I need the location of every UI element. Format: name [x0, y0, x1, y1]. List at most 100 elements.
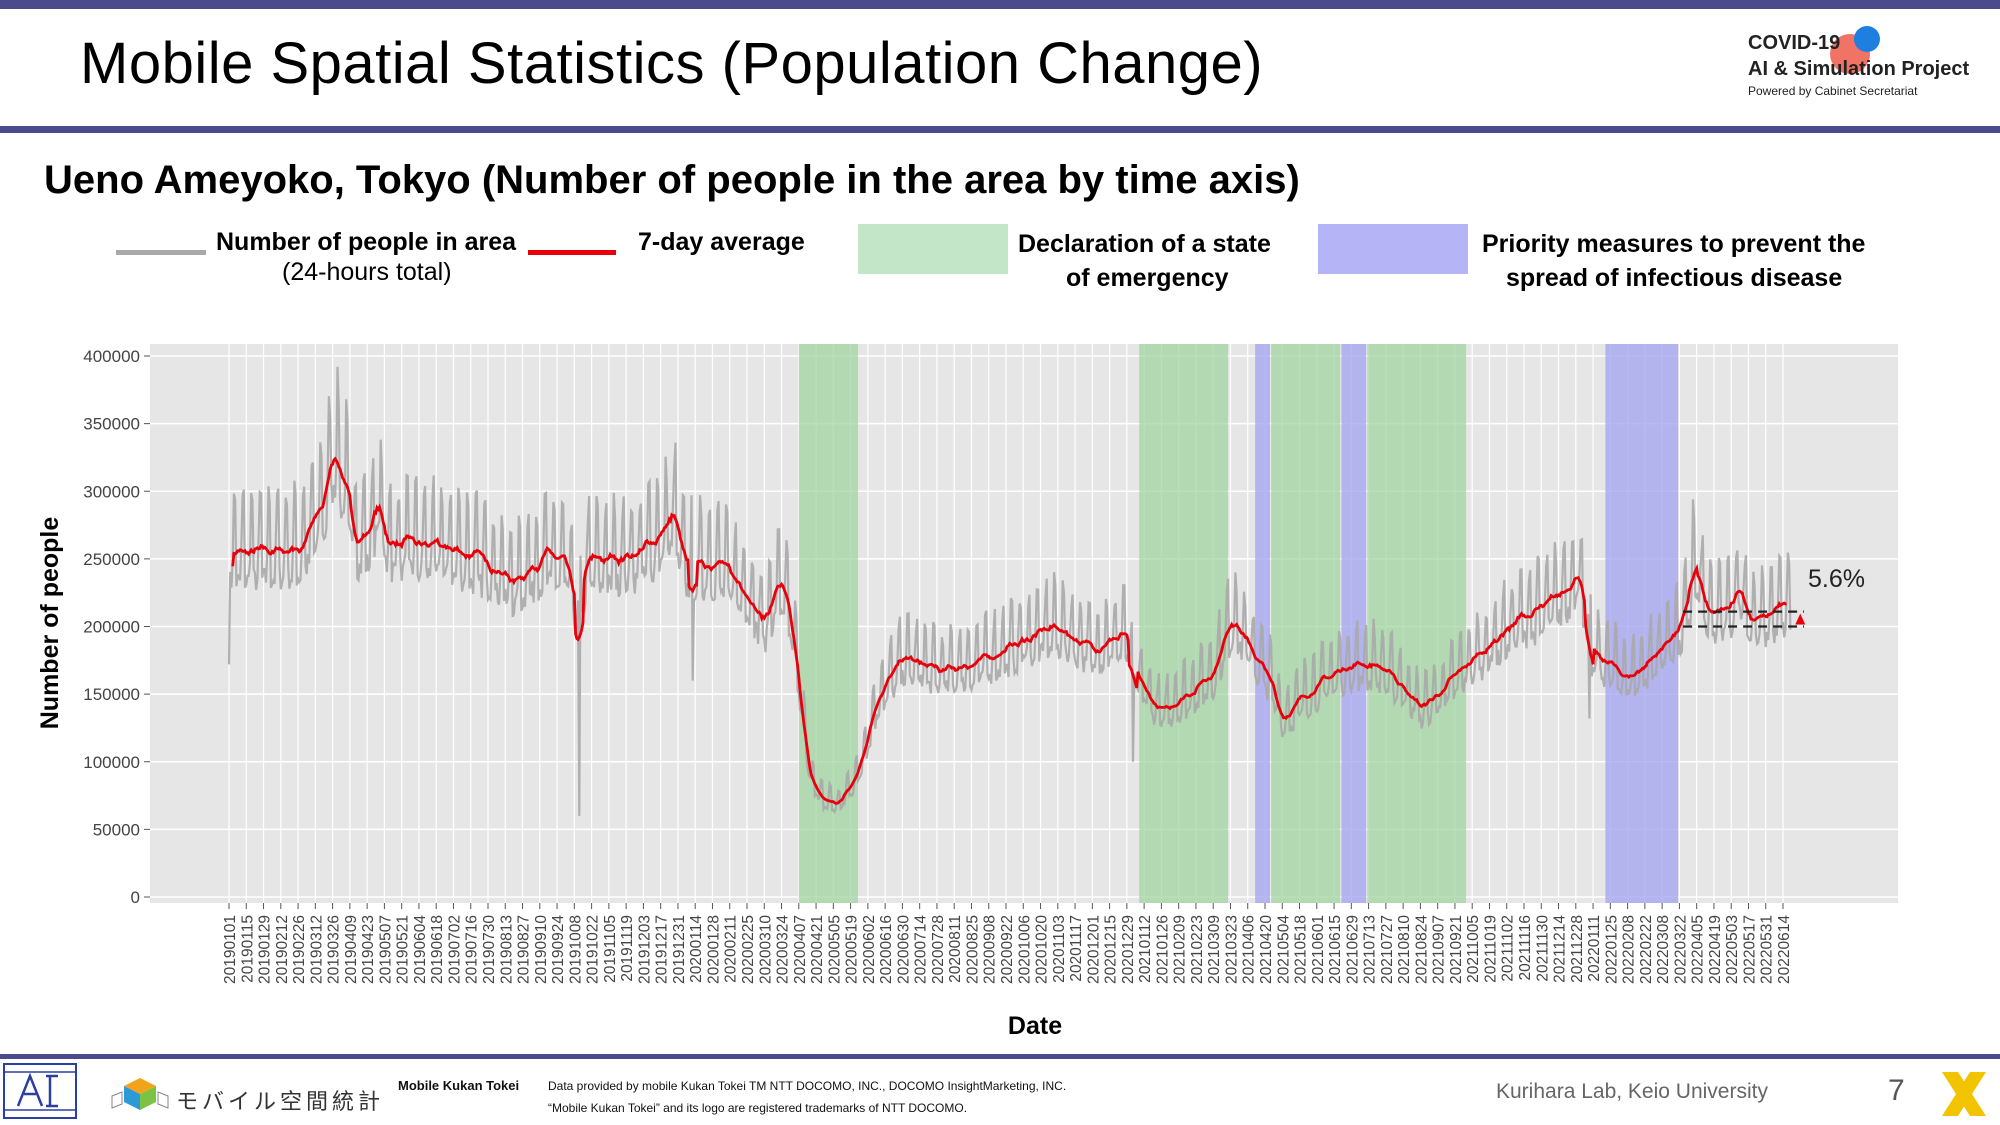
x-tick-label: 20190521 [395, 915, 412, 984]
x-tick-label: 20210921 [1448, 915, 1465, 984]
raw-count-series-line [227, 366, 1792, 816]
y-tick-label: 250000 [83, 550, 140, 569]
x-tick-label: 20210713 [1362, 915, 1379, 984]
x-tick-label: 20190604 [412, 915, 429, 984]
x-tick-label: 20190910 [533, 915, 550, 984]
x-tick-label: 20220614 [1776, 915, 1793, 984]
x-tick-label: 20201103 [1051, 915, 1068, 983]
x-tick-label: 20220517 [1741, 915, 1758, 984]
x-tick-label: 20200505 [826, 915, 843, 984]
legend-emergency-label-2: of emergency [1066, 264, 1229, 292]
x-tick-label: 20191105 [602, 915, 619, 983]
footer-credit-1: Data provided by mobile Kukan Tokei TM N… [548, 1079, 1067, 1093]
x-tick-label: 20190409 [343, 915, 360, 984]
legend-priority-label-1: Priority measures to prevent the [1482, 230, 1866, 258]
logo-line1: COVID-19 [1748, 32, 1841, 54]
x-tick-label: 20191119 [619, 915, 636, 982]
footer-credit-2: “Mobile Kukan Tokei” and its logo are re… [548, 1101, 968, 1115]
x-tick-label: 20201006 [1016, 915, 1033, 984]
x-tick-label: 20210309 [1206, 915, 1223, 984]
legend-avg-label: 7-day average [638, 228, 805, 256]
x-tick-label: 20201215 [1103, 915, 1120, 984]
x-tick-label: 20200825 [964, 915, 981, 984]
x-tick-label: 20201117 [1068, 915, 1085, 982]
x-tick-label: 20191217 [654, 915, 671, 984]
x-tick-label: 20190101 [222, 915, 239, 984]
x-tick-label: 20211116 [1517, 915, 1534, 981]
logo-blue-circle-icon [1854, 26, 1880, 52]
x-tick-label: 20200310 [757, 915, 774, 984]
x-tick-label: 20220111 [1586, 915, 1603, 982]
priority-measures-band [1341, 344, 1367, 903]
y-axis-label: Number of people [36, 517, 64, 730]
x-tick-label: 20200602 [861, 915, 878, 984]
legend-priority-swatch [1318, 224, 1468, 274]
x-tick-label: 20190507 [377, 915, 394, 984]
y-tick-label: 350000 [83, 415, 140, 434]
x-tick-label: 20210629 [1344, 915, 1361, 984]
legend-emergency-label-1: Declaration of a state [1018, 230, 1271, 258]
x-tick-label: 20200225 [740, 915, 757, 984]
x-tick-label: 20211228 [1569, 915, 1586, 983]
x-tick-label: 20210615 [1327, 915, 1344, 984]
x-tick-label: 20190730 [481, 915, 498, 984]
x-tick-label: 20210420 [1258, 915, 1275, 984]
x-tick-label: 20200714 [913, 915, 930, 984]
x-tick-label: 20190618 [429, 915, 446, 984]
y-tick-label: 200000 [83, 618, 140, 637]
y-tick-label: 50000 [93, 820, 140, 839]
x-tick-label: 20210518 [1293, 915, 1310, 984]
change-percent-annotation: 5.6% [1808, 565, 1865, 593]
x-tick-label: 20200407 [792, 915, 809, 984]
x-tick-label: 20220308 [1655, 915, 1672, 984]
x-tick-label: 20220419 [1707, 915, 1724, 984]
x-tick-label: 20190813 [498, 915, 515, 984]
x-tick-label: 20200616 [878, 915, 895, 984]
x-tick-label: 20200630 [895, 915, 912, 984]
x-tick-label: 20210126 [1154, 915, 1171, 984]
x-tick-label: 20190716 [464, 915, 481, 984]
legend-raw-label: Number of people in area [216, 228, 517, 256]
x-tick-label: 20190827 [516, 915, 533, 984]
header-divider [0, 126, 2000, 133]
y-tick-label: 300000 [83, 482, 140, 501]
x-tick-label: 20210112 [1137, 915, 1154, 983]
x-tick-label: 20211019 [1482, 915, 1499, 983]
legend-raw-sublabel: (24-hours total) [282, 258, 452, 286]
x-tick-label: 20201201 [1085, 915, 1102, 984]
x-tick-label: 20190924 [550, 915, 567, 984]
y-tick-label: 400000 [83, 347, 140, 366]
x-tick-label: 20211005 [1465, 915, 1482, 983]
x-tick-label: 20200811 [947, 915, 964, 983]
x-tick-label: 20191008 [567, 915, 584, 984]
x-tick-label: 20201229 [1120, 915, 1137, 984]
footer-lab-name: Kurihara Lab, Keio University [1496, 1080, 1768, 1103]
x-tick-label: 20210504 [1275, 915, 1292, 984]
footer-brand-en: Mobile Kukan Tokei [398, 1078, 520, 1093]
x-tick-label: 20210810 [1396, 915, 1413, 984]
x-tick-label: 20210824 [1413, 915, 1430, 984]
page-number: 7 [1888, 1074, 1905, 1107]
x-tick-label: 20220208 [1621, 915, 1638, 984]
x-tick-label: 20200114 [688, 915, 705, 983]
x-tick-label: 20220531 [1759, 915, 1776, 984]
x-tick-label: 20200421 [809, 915, 826, 984]
x-tick-label: 20210223 [1189, 915, 1206, 984]
x-tick-label: 20201020 [1034, 915, 1051, 984]
emergency-period-band [798, 344, 858, 903]
x-tick-label: 20220503 [1724, 915, 1741, 984]
x-tick-label: 20200324 [775, 915, 792, 984]
footer-brand-jp: モバイル空間統計 [176, 1089, 385, 1114]
y-tick-label: 150000 [83, 685, 140, 704]
legend-avg-swatch [528, 250, 616, 255]
x-tick-label: 20210907 [1431, 915, 1448, 984]
y-tick-label: 100000 [83, 753, 140, 772]
x-tick-label: 20200728 [930, 915, 947, 984]
legend-emergency-swatch [858, 224, 1008, 274]
x-tick-label: 20191203 [636, 915, 653, 984]
x-tick-label: 20211102 [1500, 915, 1517, 982]
footer-divider [0, 1054, 2000, 1059]
x-tick-label: 20190423 [360, 915, 377, 984]
x-tick-label: 20210727 [1379, 915, 1396, 984]
chart-subtitle: Ueno Ameyoko, Tokyo (Number of people in… [44, 158, 1300, 202]
